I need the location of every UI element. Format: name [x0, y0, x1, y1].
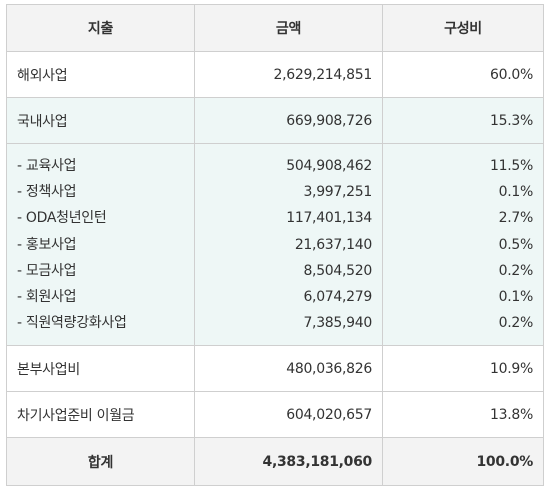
row-label: 본부사업비	[6, 345, 195, 393]
sub-item-ratio: 2.7%	[498, 210, 534, 227]
header-expenditure: 지출	[6, 4, 195, 52]
sub-item-ratio: 11.5%	[490, 158, 533, 174]
row-amount: 669,908,726	[194, 97, 383, 144]
sub-item-label: - ODA청년인턴	[17, 210, 107, 227]
sub-item-ratio: 0.5%	[498, 236, 534, 253]
total-label: 합계	[6, 437, 195, 487]
sub-item-amount: 6,074,279	[303, 289, 372, 306]
sub-item-ratio: 0.2%	[498, 315, 534, 332]
table-row: 해외사업 2,629,214,851 60.0%	[6, 51, 544, 98]
sub-labels-cell: - 교육사업 - 정책사업 - ODA청년인턴 - 홍보사업 - 모금사업 - …	[6, 142, 195, 347]
sub-item-amount: 3,997,251	[303, 184, 372, 201]
sub-amounts-cell: 504,908,462 3,997,251 117,401,134 21,637…	[194, 142, 383, 347]
sub-item-amount: 7,385,940	[303, 315, 372, 332]
sub-item-amount: 21,637,140	[294, 236, 372, 253]
total-ratio: 100.0%	[382, 437, 544, 487]
header-row: 지출 금액 구성비	[6, 4, 544, 52]
sub-item-label: - 직원역량강화사업	[17, 315, 127, 332]
row-ratio: 60.0%	[382, 51, 544, 98]
sub-item-ratio: 0.2%	[498, 262, 534, 279]
row-label: 해외사업	[6, 51, 195, 98]
sub-items-row: - 교육사업 - 정책사업 - ODA청년인턴 - 홍보사업 - 모금사업 - …	[6, 142, 544, 347]
row-amount: 480,036,826	[194, 345, 383, 393]
row-ratio: 10.9%	[382, 345, 544, 393]
sub-item-label: - 홍보사업	[17, 236, 77, 253]
table-row: 차기사업준비 이월금 604,020,657 13.8%	[6, 391, 544, 439]
table-row: 본부사업비 480,036,826 10.9%	[6, 345, 544, 393]
row-label: 국내사업	[6, 97, 195, 144]
expenditure-table: 지출 금액 구성비 해외사업 2,629,214,851 60.0% 국내사업 …	[6, 4, 544, 487]
header-ratio: 구성비	[382, 4, 544, 52]
total-row: 합계 4,383,181,060 100.0%	[6, 437, 544, 487]
sub-item-ratio: 0.1%	[498, 289, 534, 306]
sub-item-ratio: 0.1%	[498, 184, 534, 201]
row-amount: 2,629,214,851	[194, 51, 383, 98]
sub-item-label: - 모금사업	[17, 262, 77, 279]
sub-item-label: - 교육사업	[17, 158, 77, 174]
sub-item-label: - 정책사업	[17, 184, 77, 201]
row-amount: 604,020,657	[194, 391, 383, 439]
row-label: 차기사업준비 이월금	[6, 391, 195, 439]
sub-item-label: - 회원사업	[17, 289, 77, 306]
header-amount: 금액	[194, 4, 383, 52]
row-ratio: 15.3%	[382, 97, 544, 144]
row-ratio: 13.8%	[382, 391, 544, 439]
total-amount: 4,383,181,060	[194, 437, 383, 487]
sub-ratios-cell: 11.5% 0.1% 2.7% 0.5% 0.2% 0.1% 0.2%	[382, 142, 544, 347]
table-row: 국내사업 669,908,726 15.3%	[6, 97, 544, 144]
sub-item-amount: 117,401,134	[286, 210, 372, 227]
sub-item-amount: 8,504,520	[303, 262, 372, 279]
sub-item-amount: 504,908,462	[286, 158, 372, 174]
